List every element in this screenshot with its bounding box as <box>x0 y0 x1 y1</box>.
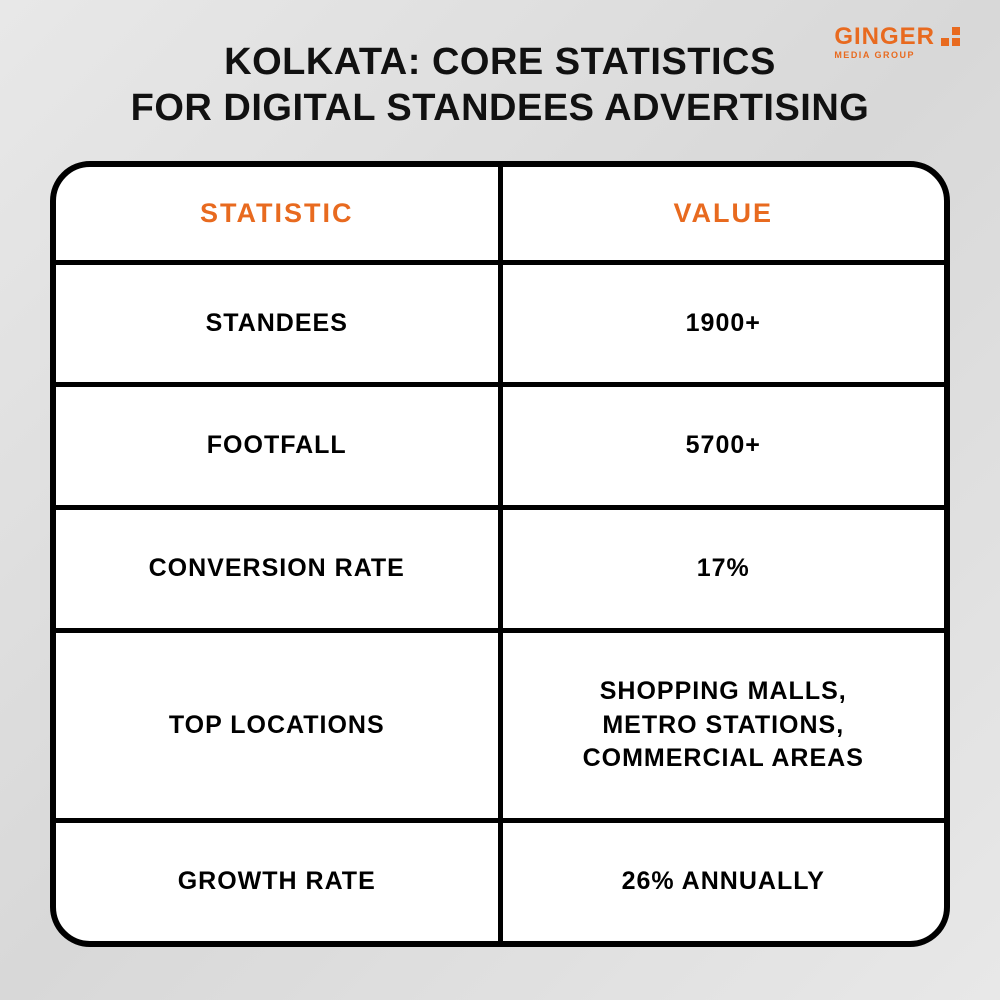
page-title: KOLKATA: CORE STATISTICS FOR DIGITAL STA… <box>50 40 950 131</box>
table-row: TOP LOCATIONS SHOPPING MALLS, METRO STAT… <box>56 628 944 818</box>
logo-text: GINGER MEDIA GROUP <box>834 25 935 60</box>
value-cell: 17% <box>498 510 945 628</box>
table-row: CONVERSION RATE 17% <box>56 505 944 628</box>
stat-cell: GROWTH RATE <box>56 823 498 941</box>
value-cell: 5700+ <box>498 387 945 505</box>
stat-cell: TOP LOCATIONS <box>56 633 498 818</box>
stat-cell: FOOTFALL <box>56 387 498 505</box>
value-cell: 26% ANNUALLY <box>498 823 945 941</box>
col-header-statistic: STATISTIC <box>56 167 498 259</box>
logo-sub-text: MEDIA GROUP <box>834 51 915 60</box>
table-header-row: STATISTIC VALUE <box>56 167 944 259</box>
stat-cell: STANDEES <box>56 265 498 383</box>
table-row: STANDEES 1900+ <box>56 260 944 383</box>
brand-logo: GINGER MEDIA GROUP <box>834 25 960 60</box>
value-cell: 1900+ <box>498 265 945 383</box>
stat-cell: CONVERSION RATE <box>56 510 498 628</box>
table-row: FOOTFALL 5700+ <box>56 382 944 505</box>
logo-main-text: GINGER <box>834 25 935 49</box>
col-header-value: VALUE <box>498 167 945 259</box>
value-cell: SHOPPING MALLS, METRO STATIONS, COMMERCI… <box>498 633 945 818</box>
logo-square <box>952 27 960 35</box>
stats-table: STATISTIC VALUE STANDEES 1900+ FOOTFALL … <box>50 161 950 947</box>
table-row: GROWTH RATE 26% ANNUALLY <box>56 818 944 941</box>
logo-icon <box>941 27 960 46</box>
logo-square <box>952 38 960 46</box>
logo-square <box>941 38 949 46</box>
